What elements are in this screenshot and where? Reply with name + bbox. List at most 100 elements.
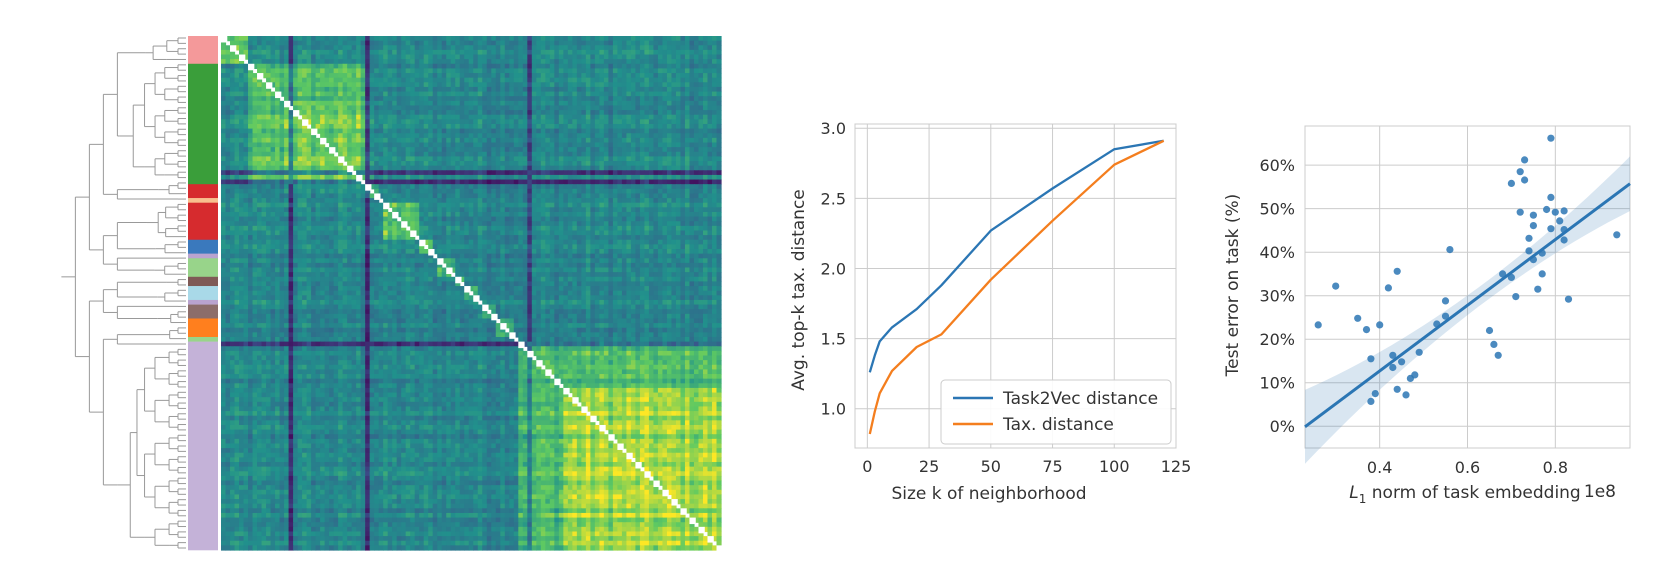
heatmap-cell [675, 225, 682, 232]
heatmap-cell [716, 45, 722, 51]
heatmap-cell [504, 68, 510, 74]
heatmap-cell [581, 174, 587, 181]
heatmap-cell [221, 193, 227, 199]
heatmap-cell [482, 147, 488, 153]
heatmap-cell [441, 133, 447, 139]
heatmap-cell [405, 59, 411, 65]
heatmap-cell [261, 133, 267, 139]
heatmap-cell [239, 73, 245, 79]
heatmap-cell [495, 82, 501, 88]
heatmap-cell [288, 128, 294, 134]
heatmap-cell [612, 225, 618, 232]
heatmap-cell [396, 45, 402, 51]
heatmap-cell [486, 96, 492, 102]
heatmap-cell [522, 225, 528, 232]
heatmap-cell [545, 73, 551, 79]
heatmap-cell [689, 82, 695, 88]
heatmap-cell [410, 137, 416, 144]
heatmap-cell [333, 100, 339, 107]
heatmap-cell [626, 174, 632, 181]
heatmap-cell [230, 170, 236, 176]
heatmap-cell [657, 147, 664, 153]
heatmap-cell [288, 110, 294, 116]
heatmap-cell [572, 198, 578, 204]
heatmap-cell [383, 165, 389, 171]
heatmap-cell [374, 68, 380, 74]
heatmap-cell [401, 165, 407, 171]
heatmap-cell [644, 211, 650, 218]
heatmap-cell [518, 174, 524, 181]
heatmap-cell [585, 59, 591, 65]
heatmap-cell [473, 110, 479, 116]
heatmap-cell [239, 91, 245, 97]
heatmap-cell [666, 123, 673, 130]
heatmap-cell [423, 216, 429, 222]
heatmap-cell [558, 73, 564, 79]
heatmap-cell [716, 184, 722, 190]
heatmap-cell [356, 170, 362, 176]
heatmap-cell [495, 91, 501, 97]
heatmap-cell [428, 54, 434, 60]
heatmap-cell [554, 170, 560, 176]
heatmap-cell [405, 207, 411, 213]
taxonomy-segment [188, 239, 218, 254]
heatmap-cell [405, 36, 411, 42]
heatmap-cell [662, 147, 668, 153]
heatmap-cell [356, 86, 362, 93]
heatmap-cell [324, 59, 330, 65]
heatmap-cell [257, 54, 263, 60]
heatmap-cell [297, 198, 303, 204]
heatmap-cell [455, 100, 461, 107]
heatmap-cell [279, 82, 285, 88]
heatmap-cell [684, 179, 691, 185]
heatmap-cell [234, 174, 240, 181]
heatmap-cell [338, 193, 344, 199]
heatmap-cell [455, 156, 461, 162]
heatmap-cell [329, 100, 335, 107]
heatmap-cell [365, 36, 371, 42]
heatmap-cell [446, 174, 452, 181]
heatmap-cell [590, 82, 596, 88]
heatmap-cell [464, 170, 470, 176]
heatmap-cell [648, 110, 655, 116]
heatmap-cell [230, 165, 236, 171]
heatmap-cell [284, 156, 290, 162]
heatmap-cell [594, 128, 600, 134]
heatmap-cell [675, 174, 682, 181]
heatmap-cell [423, 73, 429, 79]
heatmap-cell [464, 123, 470, 130]
heatmap-cell [414, 225, 420, 232]
heatmap-cell [450, 40, 456, 46]
heatmap-cell [693, 216, 700, 222]
heatmap-cell [477, 193, 483, 199]
heatmap-cell [347, 188, 353, 195]
heatmap-cell [621, 68, 627, 74]
heatmap-cell [617, 211, 623, 218]
heatmap-cell [554, 225, 560, 232]
heatmap-cell [545, 100, 551, 107]
heatmap-cell [594, 133, 600, 139]
heatmap-cell [675, 36, 682, 42]
heatmap-cell [644, 221, 650, 227]
heatmap-cell [644, 179, 650, 185]
heatmap-cell [248, 142, 254, 148]
heatmap-cell [356, 142, 362, 148]
heatmap-cell [239, 170, 245, 176]
heatmap-cell [590, 202, 596, 208]
heatmap-cell [689, 211, 695, 218]
heatmap-cell [572, 147, 578, 153]
heatmap-cell [576, 207, 582, 213]
heatmap-cell [702, 45, 709, 51]
heatmap-cell [441, 151, 447, 157]
heatmap-cell [374, 147, 380, 153]
heatmap-cell [374, 137, 380, 144]
heatmap-cell [459, 137, 465, 144]
heatmap-cell [509, 63, 515, 70]
heatmap-cell [612, 137, 618, 144]
heatmap-cell [594, 54, 600, 60]
heatmap-cell [261, 54, 267, 60]
heatmap-cell [563, 202, 569, 208]
heatmap-cell [684, 133, 691, 139]
heatmap-cell [302, 193, 308, 199]
heatmap-cell [405, 193, 411, 199]
